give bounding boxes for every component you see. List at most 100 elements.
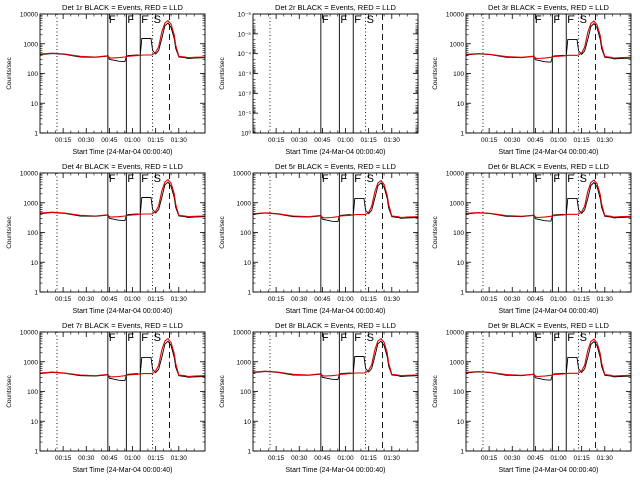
x-tick-label: 01:00 [550,137,567,144]
y-tick-label: 10000 [20,171,38,178]
panel-title: Det 6r BLACK = Events, RED = LLD [488,162,609,171]
x-tick-label: 00:30 [78,296,95,303]
y-axis-label: Counts/sec [219,374,226,407]
y-tick-label: 10 [457,419,465,426]
x-tick-label: 01:15 [148,455,165,462]
x-tick-label: 00:45 [527,137,544,144]
flag-letter: S [154,173,161,185]
series-line-lld [465,179,632,219]
x-tick-label: 01:15 [148,296,165,303]
flag-letter: F [567,173,574,185]
x-tick-label: 00:15 [268,137,285,144]
plot-frame [465,172,632,293]
y-tick-label: 1000 [450,41,465,48]
y-tick-label: 10000 [446,330,464,337]
x-tick-label: 01:30 [171,455,188,462]
x-tick-label: 01:00 [337,137,354,144]
x-tick-label: 00:30 [78,455,95,462]
x-axis-label: Start Time (24-Mar-04 00:00:40) [286,467,386,474]
x-axis-label: Start Time (24-Mar-04 00:00:40) [286,308,386,315]
y-tick-label: 100 [240,230,251,237]
y-axis-label: Counts/sec [6,215,13,248]
y-tick-label: 10 [457,260,465,267]
flag-letter: F [535,173,542,185]
x-tick-label: 00:30 [291,296,308,303]
x-tick-label: 00:30 [504,137,521,144]
panel-title: Det 9r BLACK = Events, RED = LLD [488,321,609,330]
x-tick-label: 01:30 [597,296,614,303]
x-tick-label: 00:30 [78,137,95,144]
y-axis-label: Counts/sec [219,56,226,89]
x-tick-label: 00:45 [101,137,118,144]
panel-det-1: Det 1r BLACK = Events, RED = LLD Counts/s… [6,3,206,156]
y-tick-label: 10000 [233,171,251,178]
plot-frame [252,331,419,452]
flag-letter: F [322,173,329,185]
x-tick-label: 00:45 [101,296,118,303]
flag-letter: F [322,14,329,26]
y-tick-label: 1000 [24,200,39,207]
x-tick-label: 01:15 [361,455,378,462]
y-axis-label: Counts/sec [432,374,439,407]
y-tick-label: 1 [34,449,38,456]
flag-letter: F [109,332,116,344]
series-line-lld [252,179,419,219]
flag-letter: F [141,332,148,344]
y-tick-label: 100 [453,389,464,396]
y-tick-label: 1000 [24,41,39,48]
panel-det-2: Det 2r BLACK = Events, RED = LLD Counts/s… [219,3,419,156]
panel-det-4: Det 4r BLACK = Events, RED = LLD Counts/s… [6,162,206,315]
x-tick-label: 01:00 [124,137,141,144]
flag-letter: F [322,332,329,344]
flag-letter: F [127,173,134,185]
x-tick-label: 01:30 [597,137,614,144]
flag-letter: F [127,14,134,26]
y-tick-label: 10000 [20,12,38,19]
x-tick-label: 01:30 [597,455,614,462]
y-tick-label: 1000 [450,200,465,207]
x-axis-label: Start Time (24-Mar-04 00:00:40) [499,149,599,156]
x-axis-label: Start Time (24-Mar-04 00:00:40) [286,149,386,156]
x-tick-label: 01:15 [148,137,165,144]
y-tick-label: 10⁰ [241,130,251,138]
series-line-lld [465,20,632,60]
y-tick-label: 10⁻³ [238,71,252,78]
series-line-events [39,22,206,63]
y-tick-label: 10⁻⁴ [238,51,252,58]
series-line-lld [465,338,632,378]
plot-frame [39,331,206,452]
flag-letter: S [154,332,161,344]
flag-letter: F [567,14,574,26]
y-tick-label: 1000 [237,200,252,207]
y-tick-label: 1000 [237,359,252,366]
y-tick-label: 10 [31,101,39,108]
x-tick-label: 00:45 [314,296,331,303]
flag-letter: F [553,14,560,26]
x-tick-label: 00:15 [481,455,498,462]
panel-det-3: Det 3r BLACK = Events, RED = LLD Counts/s… [432,3,632,156]
flag-letter: F [340,14,347,26]
x-tick-label: 01:15 [361,296,378,303]
panel-det-6: Det 6r BLACK = Events, RED = LLD Counts/s… [432,162,632,315]
series-line-events [39,181,206,222]
x-tick-label: 00:15 [268,296,285,303]
panel-title: Det 1r BLACK = Events, RED = LLD [62,3,183,12]
x-tick-label: 01:00 [337,455,354,462]
y-tick-label: 1000 [24,359,39,366]
x-axis-label: Start Time (24-Mar-04 00:00:40) [73,308,173,315]
x-tick-label: 00:45 [527,296,544,303]
x-tick-label: 01:00 [550,296,567,303]
plot-frame [252,13,419,134]
y-tick-label: 10000 [446,12,464,19]
flag-letter: F [354,332,361,344]
y-tick-label: 1 [460,131,464,138]
x-axis-label: Start Time (24-Mar-04 00:00:40) [499,308,599,315]
y-tick-label: 10 [457,101,465,108]
x-tick-label: 01:15 [574,296,591,303]
flag-letter: S [367,173,374,185]
flag-letter: F [109,14,116,26]
x-tick-label: 01:00 [124,455,141,462]
plot-frame [465,13,632,134]
series-line-lld [39,337,206,378]
x-tick-label: 01:30 [384,137,401,144]
